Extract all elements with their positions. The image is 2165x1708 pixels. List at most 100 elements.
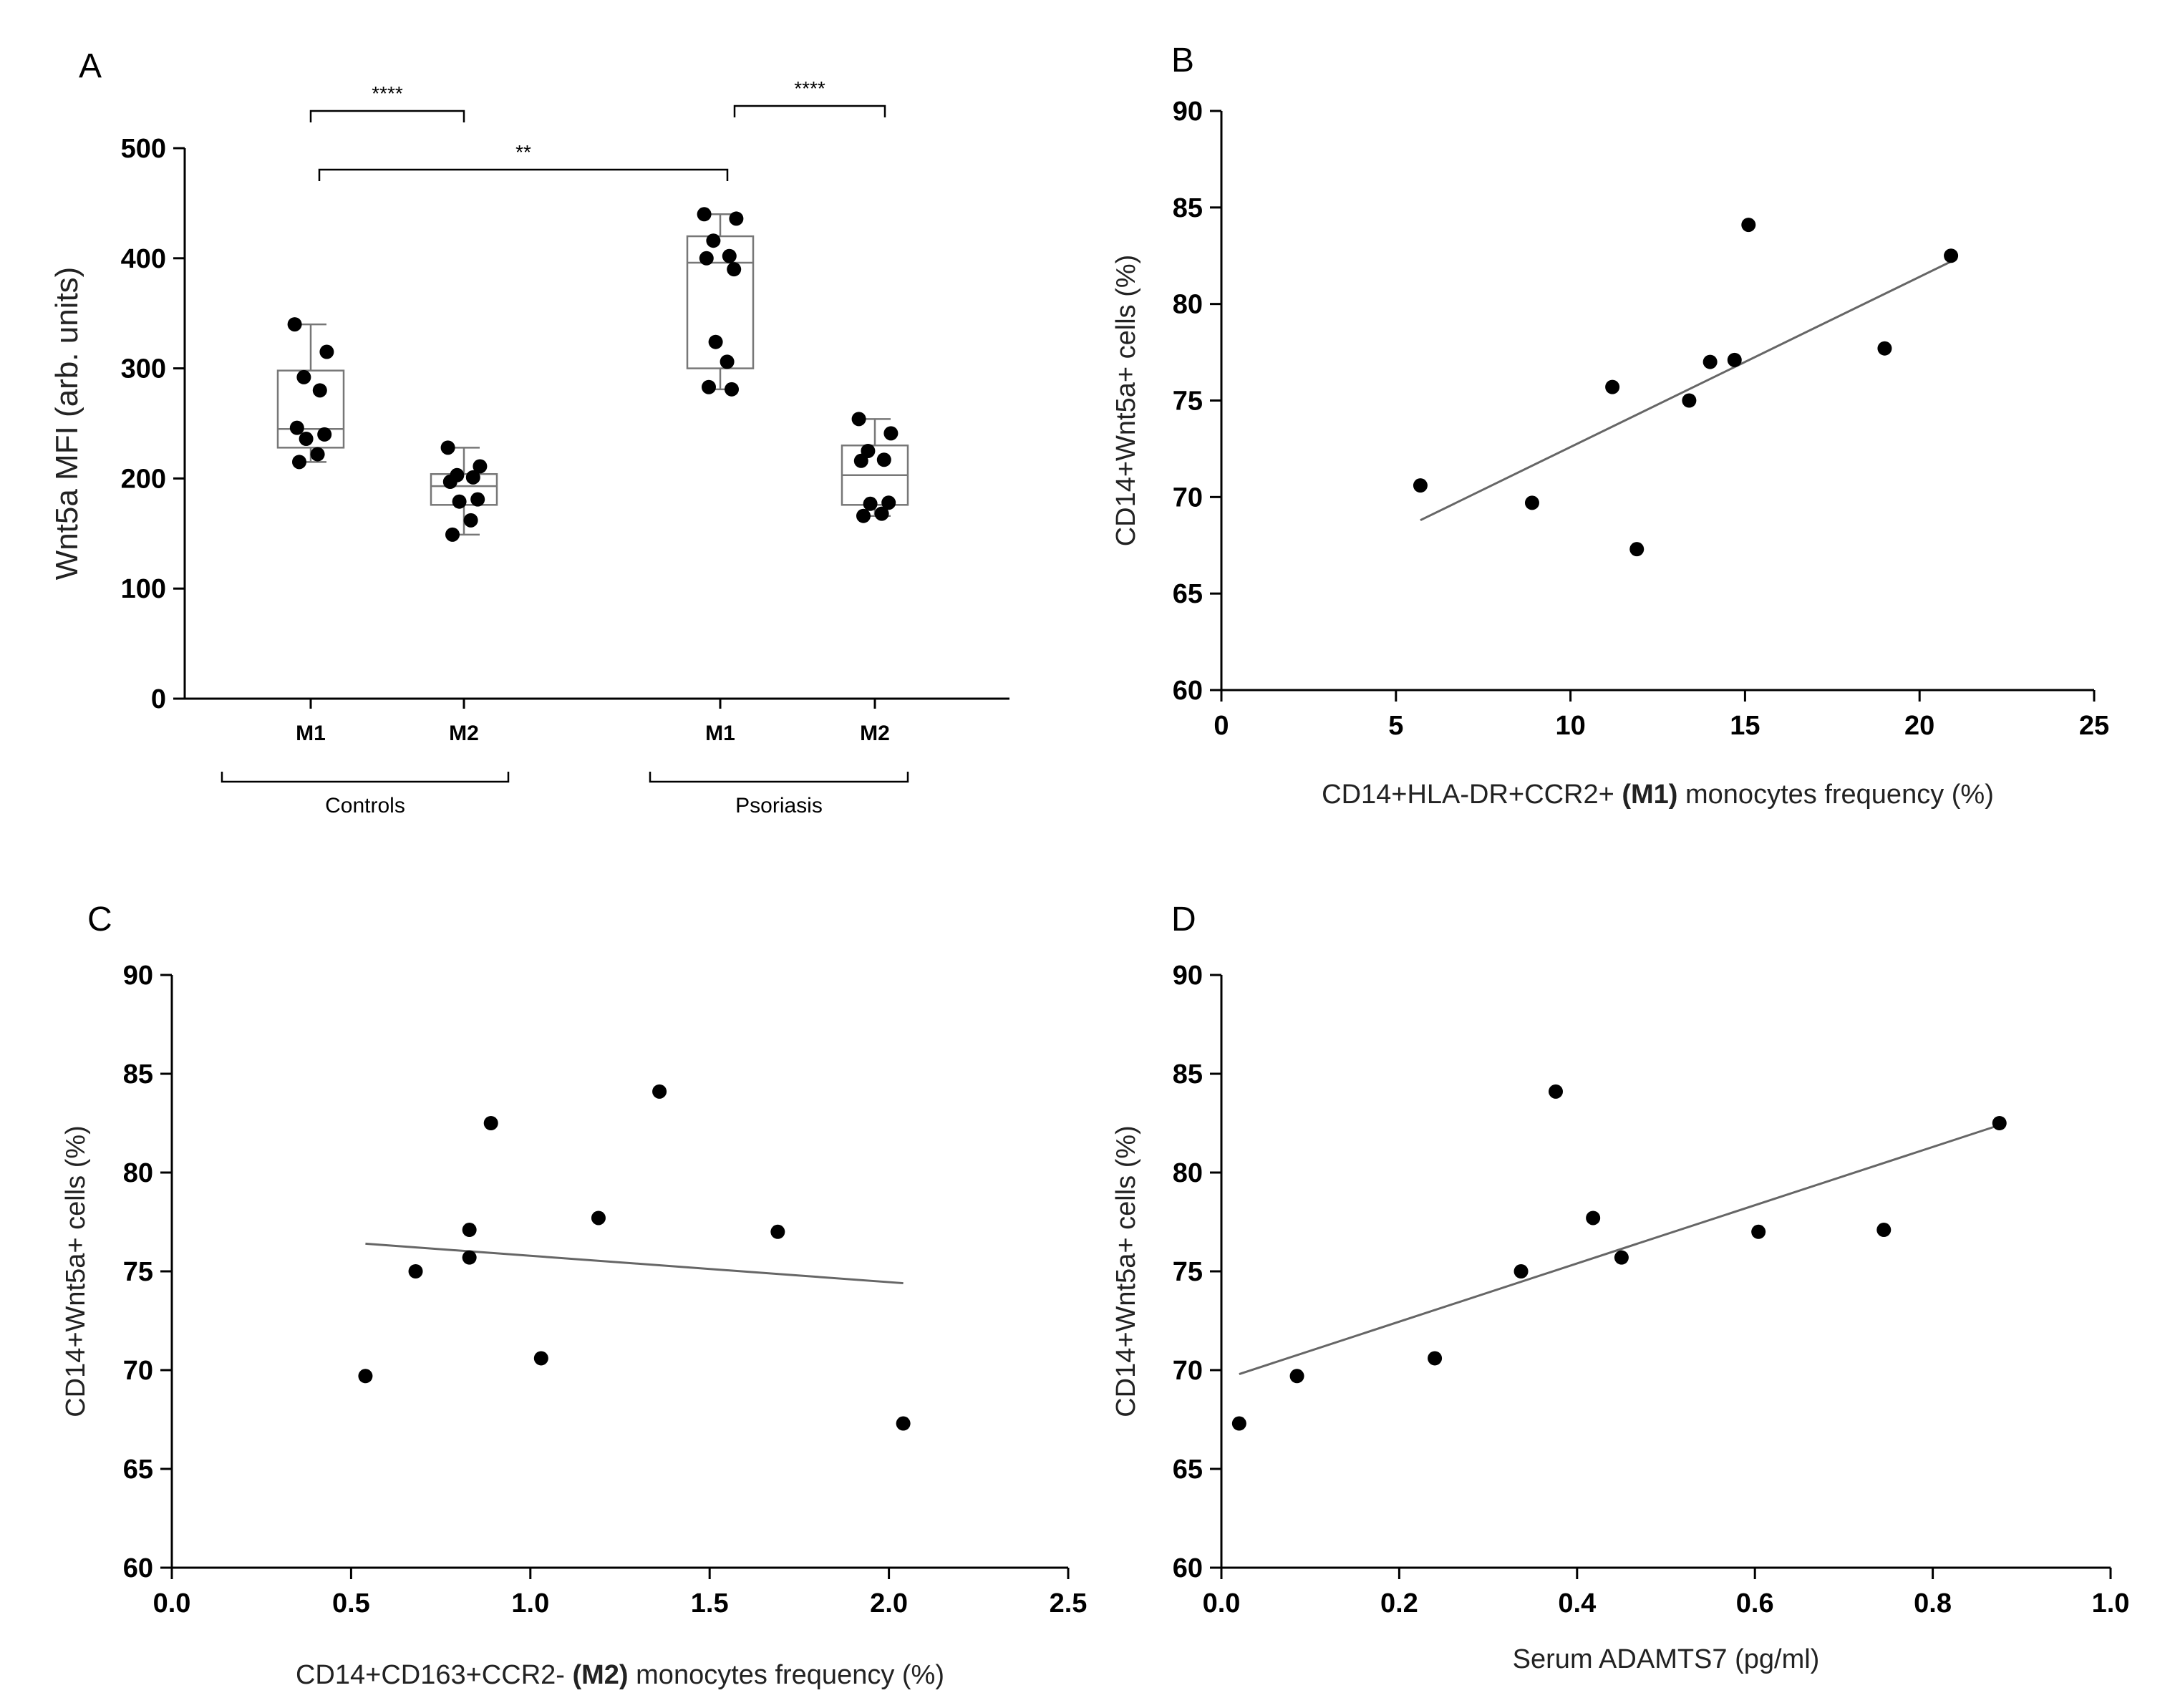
y-axis-label: CD14+Wnt5a+ cells (%) — [61, 1125, 91, 1417]
data-point — [896, 1416, 911, 1431]
data-point — [702, 379, 716, 394]
data-point — [699, 251, 714, 266]
data-point — [299, 432, 314, 447]
data-point — [312, 383, 327, 398]
x-tick-label: 0 — [1214, 711, 1229, 741]
panel-d: D 60 65 70 75 80 85 90 0.0 0.2 0.4 0.6 0.8 1.0 CD14+Wn… — [1111, 901, 2129, 1674]
x-tick-label: 15 — [1730, 711, 1760, 741]
data-point — [1413, 478, 1428, 493]
panel-b: B 60 65 70 75 80 85 90 0 5 10 15 20 25 CD14+Wnt5a+ cel… — [1111, 42, 2109, 810]
data-point — [720, 354, 735, 369]
y-tick-label: 85 — [123, 1059, 153, 1090]
data-point — [317, 427, 332, 442]
x-axis-label-part: monocytes frequency (%) — [1677, 780, 1993, 810]
data-point — [1548, 1084, 1563, 1099]
y-tick-label: 90 — [1173, 961, 1203, 991]
data-point — [1944, 248, 1959, 263]
x-axis-label-part: (M2) — [572, 1660, 628, 1690]
data-point — [708, 334, 723, 349]
data-point — [652, 1084, 667, 1099]
data-point — [722, 248, 737, 263]
x-tick-label: 1.0 — [2092, 1588, 2130, 1619]
x-tick-label: 0.0 — [1203, 1588, 1241, 1619]
category-label: M1 — [296, 722, 326, 745]
y-tick-label: 200 — [121, 464, 166, 494]
x-tick-label: 2.0 — [870, 1588, 908, 1619]
x-axis-label: CD14+HLA-DR+CCR2+ (M1) monocytes frequen… — [1322, 780, 1994, 810]
data-point — [452, 494, 467, 509]
x-axis-label: Serum ADAMTS7 (pg/ml) — [1513, 1644, 1820, 1674]
data-point — [727, 262, 742, 277]
data-point — [1524, 495, 1539, 510]
panel-c: C 60 65 70 75 80 85 90 0.0 0.5 1.0 1.5 2.0 2.5 CD14+Wn… — [61, 901, 1087, 1690]
x-tick-label: 0.0 — [153, 1588, 191, 1619]
y-axis-label: Wnt5a MFI (arb. units) — [49, 267, 84, 581]
data-point — [883, 426, 899, 441]
data-point — [1876, 1223, 1892, 1238]
data-point — [1231, 1416, 1246, 1431]
x-tick-label: 0.5 — [332, 1588, 370, 1619]
y-tick-label: 90 — [123, 961, 153, 991]
panel-label-c: C — [87, 901, 112, 938]
y-tick-label: 80 — [1173, 290, 1203, 320]
y-tick-label: 90 — [1173, 97, 1203, 127]
x-tick-label: 1.5 — [691, 1588, 729, 1619]
y-tick-label: 60 — [1173, 1553, 1203, 1583]
x-axis-label-part: CD14+CD163+CCR2- — [296, 1660, 573, 1690]
data-point — [440, 440, 455, 455]
data-point — [856, 508, 871, 523]
data-point — [465, 470, 480, 485]
data-point — [470, 492, 485, 507]
data-point — [863, 496, 878, 511]
x-tick-label: 0.4 — [1558, 1588, 1596, 1619]
data-point — [876, 452, 891, 467]
y-tick-label: 65 — [123, 1455, 153, 1485]
data-point — [881, 495, 896, 510]
data-point — [770, 1224, 785, 1239]
x-tick-label: 1.0 — [511, 1588, 549, 1619]
x-axis-label-part: (M1) — [1622, 780, 1677, 810]
panel-label-d: D — [1171, 901, 1196, 938]
regression-line — [1420, 260, 1952, 522]
data-point — [287, 317, 302, 332]
data-point — [463, 513, 478, 528]
x-tick-label: 0.2 — [1380, 1588, 1418, 1619]
data-point — [1614, 1250, 1629, 1265]
y-tick-label: 70 — [1173, 482, 1203, 513]
data-point — [729, 211, 744, 226]
box-iqr — [686, 235, 755, 369]
data-point — [473, 459, 488, 474]
data-point — [1727, 352, 1742, 367]
y-tick-label: 65 — [1173, 1455, 1203, 1485]
regression-line — [365, 1242, 904, 1285]
x-tick-label: 0.8 — [1914, 1588, 1952, 1619]
significance-label: **** — [794, 77, 825, 100]
x-tick-label: 25 — [2079, 711, 2109, 741]
data-point — [445, 527, 460, 542]
x-tick-label: 2.5 — [1050, 1588, 1088, 1619]
data-point — [697, 207, 712, 222]
y-axis-label: CD14+Wnt5a+ cells (%) — [1111, 1125, 1141, 1417]
y-tick-label: 75 — [1173, 387, 1203, 417]
data-point — [1751, 1224, 1766, 1239]
y-tick-label: 100 — [121, 574, 166, 604]
data-point — [1682, 393, 1697, 408]
data-point — [591, 1210, 606, 1226]
y-tick-label: 85 — [1173, 193, 1203, 223]
data-point — [1992, 1116, 2007, 1130]
panel-label-a: A — [79, 47, 102, 85]
group-label: Controls — [325, 794, 405, 817]
y-tick-label: 65 — [1173, 579, 1203, 609]
significance-bracket — [318, 168, 729, 181]
category-label: M1 — [705, 722, 735, 745]
significance-label: **** — [372, 82, 403, 105]
y-tick-label: 70 — [1173, 1356, 1203, 1386]
y-tick-label: 60 — [1173, 676, 1203, 706]
data-point — [1877, 341, 1892, 356]
y-tick-label: 0 — [151, 684, 166, 714]
data-point — [408, 1264, 423, 1278]
regression-line — [1239, 1124, 2000, 1375]
y-tick-label: 500 — [121, 134, 166, 164]
data-point — [358, 1369, 373, 1384]
